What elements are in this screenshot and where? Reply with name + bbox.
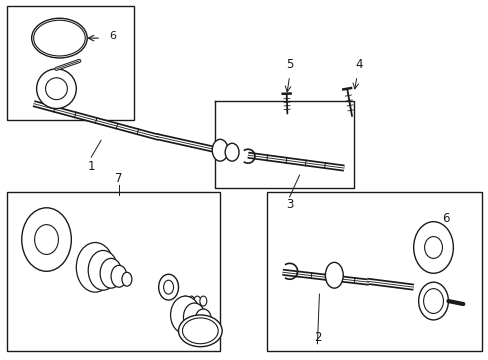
Ellipse shape (35, 225, 59, 255)
Ellipse shape (88, 251, 118, 290)
Ellipse shape (194, 296, 201, 306)
Ellipse shape (418, 282, 447, 320)
Ellipse shape (200, 296, 206, 306)
Ellipse shape (424, 237, 442, 258)
Ellipse shape (423, 289, 443, 314)
Text: 6: 6 (441, 212, 448, 225)
Ellipse shape (158, 274, 178, 300)
Ellipse shape (224, 143, 239, 161)
Ellipse shape (122, 272, 132, 286)
Ellipse shape (32, 18, 87, 58)
Ellipse shape (325, 262, 343, 288)
Ellipse shape (178, 315, 222, 347)
Text: 1: 1 (87, 160, 95, 173)
Ellipse shape (34, 20, 85, 56)
Ellipse shape (183, 303, 205, 331)
Ellipse shape (413, 222, 452, 273)
Ellipse shape (76, 243, 114, 292)
Ellipse shape (182, 296, 188, 306)
Bar (7, 6, 134, 121)
Text: 5: 5 (285, 58, 293, 71)
Circle shape (37, 69, 76, 109)
Bar (266, 192, 481, 351)
Text: 4: 4 (355, 58, 362, 71)
Text: 3: 3 (285, 198, 293, 211)
Text: 6: 6 (109, 31, 116, 41)
Ellipse shape (187, 296, 195, 306)
Ellipse shape (21, 208, 71, 271)
Ellipse shape (195, 309, 211, 329)
Text: 7: 7 (115, 172, 122, 185)
Ellipse shape (212, 139, 228, 161)
Text: 2: 2 (313, 331, 321, 344)
Ellipse shape (182, 318, 218, 344)
Bar (7, 192, 220, 351)
Circle shape (45, 78, 67, 100)
Ellipse shape (111, 265, 127, 287)
Ellipse shape (170, 296, 200, 334)
Ellipse shape (100, 258, 122, 288)
Ellipse shape (163, 280, 173, 294)
